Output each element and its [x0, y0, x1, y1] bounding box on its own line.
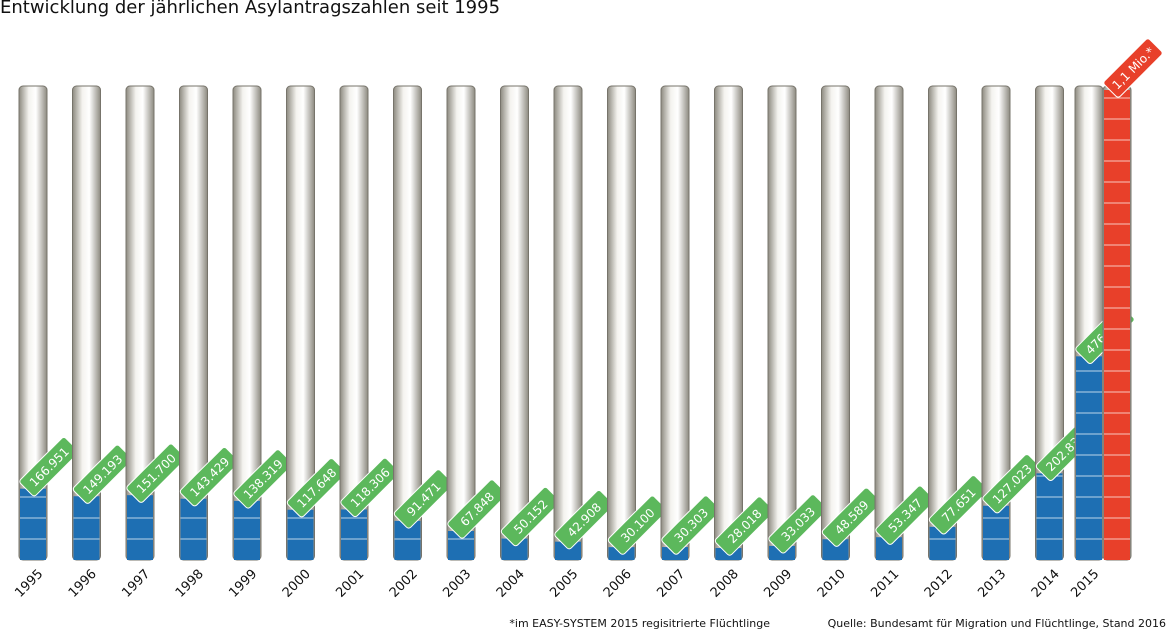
x-tick-label: 2004: [494, 567, 528, 601]
bar: [501, 538, 528, 560]
x-tick-label: 2009: [761, 567, 795, 601]
value-label: 1,1 Mio.*: [1103, 38, 1163, 98]
value-label: 50.152: [500, 486, 561, 547]
value-label-box: [1103, 38, 1163, 98]
value-label-box: [393, 469, 454, 529]
x-tick-label: 2003: [440, 567, 474, 601]
value-label-box: [340, 457, 400, 518]
tube: [821, 85, 850, 561]
bar: [1076, 356, 1102, 560]
x-tick-label: 2008: [708, 567, 742, 601]
value-label-box: [714, 496, 775, 556]
x-tick-label: 1998: [173, 567, 207, 601]
value-label-box: [286, 458, 347, 518]
x-tick-label: 2014: [1029, 567, 1063, 601]
tube: [500, 85, 529, 561]
tube: [767, 85, 797, 561]
bar: [73, 496, 100, 560]
tube: [874, 85, 904, 561]
source: Quelle: Bundesamt für Migration und Flüc…: [828, 617, 1166, 630]
bar: [180, 498, 207, 560]
x-tick-label: 1995: [12, 567, 46, 601]
bar: [127, 495, 153, 560]
value-label-box: [661, 495, 721, 555]
tube: [928, 85, 957, 561]
value-label: 30.303: [661, 495, 721, 555]
value-label-box: [447, 479, 507, 539]
tube: [660, 85, 690, 561]
x-tick-label: 2010: [815, 567, 849, 601]
x-tick-label: 2006: [601, 567, 635, 601]
value-label-box: [72, 444, 133, 504]
tube: [553, 85, 583, 561]
chart-title: Entwicklung der jährlichen Asylantragsza…: [0, 0, 500, 18]
x-tick-label: 2011: [868, 567, 902, 601]
footnote: *im EASY-SYSTEM 2015 regisitrierte Flüch…: [509, 617, 770, 630]
tube: [446, 85, 476, 561]
value-label-box: [233, 449, 293, 509]
value-label-box: [982, 454, 1042, 514]
value-label-box: [126, 443, 186, 503]
tube: [714, 85, 743, 561]
bar: [555, 541, 581, 560]
bar: [20, 488, 46, 560]
tube: [607, 85, 636, 561]
value-label: 151.700: [126, 443, 186, 503]
x-tick-label: 1996: [66, 567, 100, 601]
x-tick-label: 2001: [333, 567, 367, 601]
value-label-box: [554, 490, 614, 550]
value-label: 33.033: [768, 494, 828, 554]
bar: [876, 537, 902, 560]
bar: [1036, 473, 1063, 560]
value-label-box: [821, 487, 882, 547]
value-label-box: [928, 475, 989, 535]
x-tick-label: 1997: [119, 567, 153, 601]
bar: [983, 505, 1009, 560]
bar: [822, 539, 849, 560]
bar: [234, 500, 260, 560]
x-tick-label: 2007: [654, 567, 688, 601]
x-tick-label: 2005: [547, 567, 581, 601]
x-tick-label: 2000: [280, 567, 314, 601]
x-tick-label: 2002: [387, 567, 421, 601]
value-label-box: [179, 447, 240, 507]
x-tick-label: 2013: [975, 567, 1009, 601]
value-label-box: [607, 495, 668, 555]
value-label-box: [875, 485, 935, 545]
bar: [1104, 90, 1130, 560]
value-label-box: [768, 494, 828, 554]
x-tick-label: 2012: [922, 567, 956, 601]
value-label-box: [500, 486, 561, 547]
x-tick-label: 1999: [226, 567, 260, 601]
value-label-box: [19, 437, 79, 497]
x-tick-label: 2015: [1068, 567, 1102, 601]
